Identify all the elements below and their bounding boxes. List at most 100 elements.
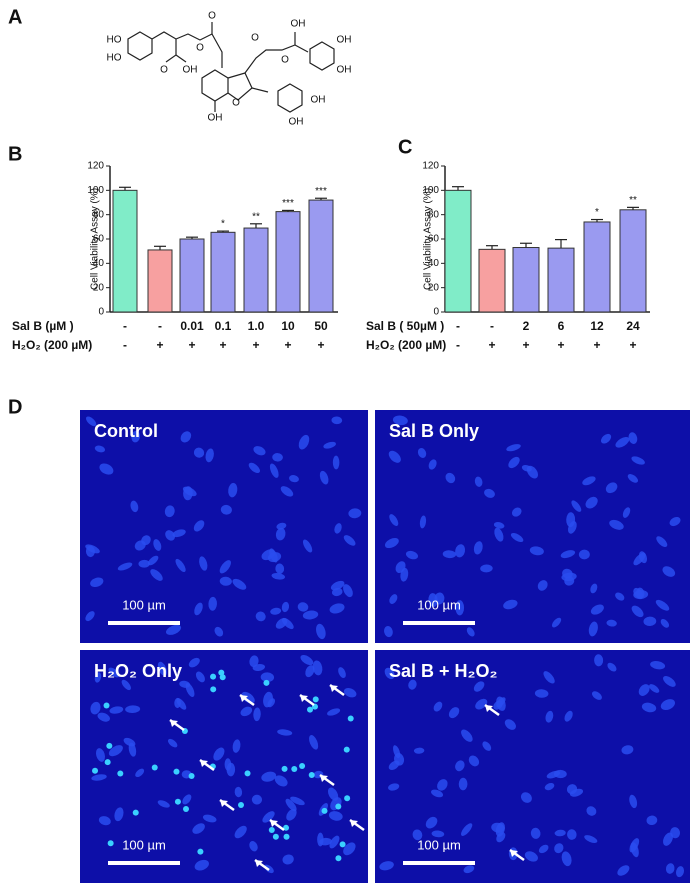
h2o2-cell: + [557, 338, 564, 352]
significance: ** [629, 195, 637, 206]
nucleus [220, 504, 232, 515]
nucleus [275, 527, 286, 541]
sal-b-cell: 24 [626, 319, 640, 333]
nucleus [300, 655, 314, 666]
nucleus [590, 604, 604, 615]
nucleus [562, 568, 573, 579]
bright-nucleus [347, 715, 354, 722]
nucleus [249, 841, 258, 852]
atom-label: OH [183, 65, 198, 76]
significance: *** [282, 198, 294, 209]
nucleus [193, 447, 205, 458]
nucleus [260, 672, 275, 683]
atom-label: O [160, 65, 168, 76]
significance: ** [252, 211, 260, 222]
nucleus [606, 619, 617, 627]
nucleus [408, 679, 417, 690]
nucleus [91, 774, 107, 781]
nucleus [348, 508, 362, 519]
nucleus [214, 626, 224, 637]
nucleus [504, 719, 516, 730]
nucleus [164, 505, 175, 518]
nucleus [615, 592, 625, 601]
nucleus [650, 661, 666, 670]
nucleus [165, 530, 175, 541]
nucleus [526, 465, 538, 479]
nucleus [280, 486, 294, 497]
nucleus [330, 580, 345, 591]
nucleus [334, 523, 342, 534]
nucleus [261, 549, 275, 561]
nucleus [389, 514, 399, 527]
nucleus [388, 450, 401, 463]
nucleus [86, 416, 97, 427]
nucleus [195, 671, 205, 683]
nucleus [609, 519, 624, 530]
nucleus [182, 794, 192, 805]
nucleus [578, 549, 590, 560]
micrograph-label: Sal B Only [389, 421, 479, 441]
nucleus [343, 584, 353, 598]
bar [243, 227, 269, 313]
nucleus [241, 691, 255, 704]
nucleus [153, 539, 162, 551]
bright-nucleus [117, 770, 124, 777]
nucleus [493, 522, 505, 529]
micrograph-label: Control [94, 421, 158, 441]
bright-nucleus [107, 840, 114, 847]
nucleus [600, 433, 612, 444]
nucleus [213, 747, 225, 761]
nucleus [628, 432, 638, 444]
scale-bar-label: 100 µm [417, 597, 461, 612]
nucleus [277, 729, 293, 736]
sal-b-cell: 6 [558, 319, 565, 333]
nucleus [537, 580, 548, 591]
bar [308, 199, 334, 313]
nucleus [389, 594, 398, 605]
sal-b-cell: 0.1 [215, 319, 232, 333]
nucleus [510, 532, 524, 543]
nucleus [458, 777, 468, 791]
bright-nucleus [103, 702, 110, 709]
nucleus [393, 745, 401, 759]
arrow-head [330, 685, 338, 692]
bright-nucleus [219, 674, 226, 681]
nucleus [175, 558, 186, 572]
sal-b-cell: 2 [523, 319, 530, 333]
micrograph-background [375, 410, 690, 643]
nucleus [255, 611, 266, 622]
arrow-head [485, 705, 493, 712]
nucleus [275, 563, 285, 574]
nucleus [343, 688, 357, 698]
micrograph-label: H₂O₂ Only [94, 661, 182, 681]
nucleus [621, 745, 634, 755]
nucleus [290, 796, 305, 806]
nucleus [585, 496, 598, 509]
bright-nucleus [291, 766, 298, 773]
nucleus [208, 596, 217, 611]
row-label: Sal B ( 50µM ) [366, 319, 444, 333]
nucleus [463, 865, 475, 874]
nucleus [590, 583, 598, 594]
nucleus [109, 706, 124, 714]
nucleus [503, 599, 518, 610]
bright-nucleus [210, 686, 217, 693]
nucleus [584, 835, 598, 843]
nucleus [95, 748, 105, 762]
nucleus [554, 843, 564, 854]
nucleus [506, 444, 521, 452]
h2o2-cell: + [219, 338, 226, 352]
nucleus [571, 500, 582, 512]
nucleus [194, 602, 203, 616]
scale-bar-label: 100 µm [122, 597, 166, 612]
nucleus [192, 823, 205, 834]
bright-nucleus [92, 767, 99, 774]
y-tick-label: 80 [93, 209, 105, 220]
nucleus [551, 617, 562, 628]
nucleus [261, 771, 277, 782]
nucleus [473, 541, 483, 555]
nucleus [271, 572, 286, 580]
nucleus [131, 430, 141, 443]
bar [147, 249, 173, 313]
nucleus [252, 663, 266, 671]
